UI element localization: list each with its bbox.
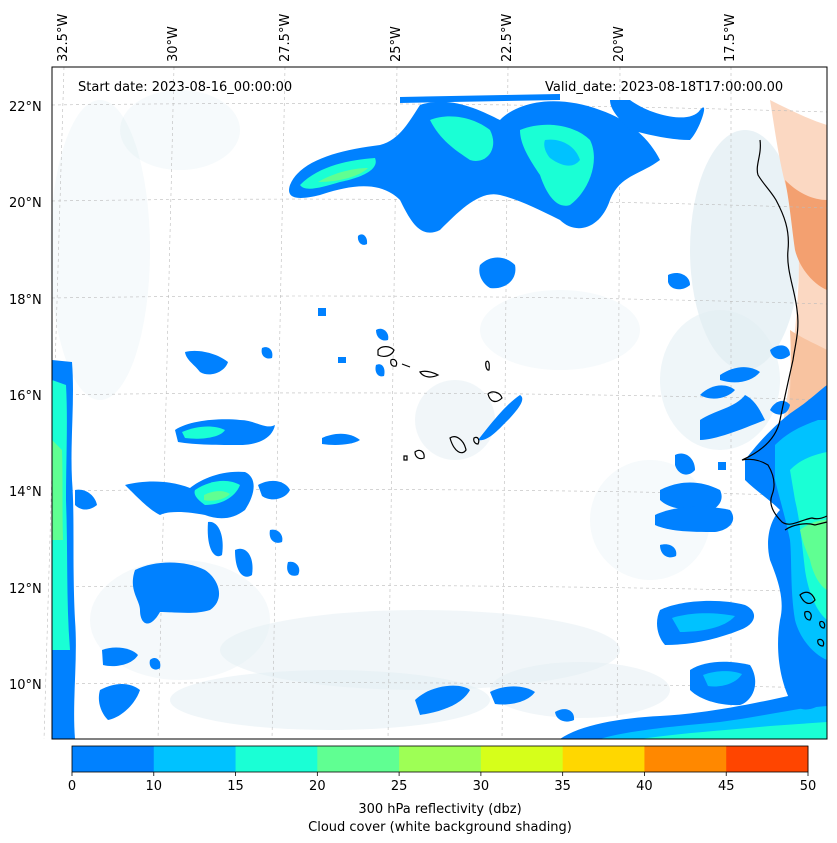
map-frame (51, 66, 828, 740)
colorbar-segment-7 (644, 746, 727, 772)
colorbar-tick-label: 15 (227, 779, 244, 794)
lat-label-14n: 14°N (9, 485, 42, 500)
colorbar-tick-label: 25 (391, 779, 408, 794)
lat-label-22n: 22°N (9, 100, 42, 115)
colorbar-label: 300 hPa reflectivity (dbz) (358, 802, 521, 817)
start-date-annotation: Start date: 2023-08-16_00:00:00 (78, 80, 292, 95)
lon-tick-labels: 32.5°W 30°W 27.5°W 25°W 22.5°W 20°W 17.5… (56, 14, 738, 62)
cloud-cover-shading (50, 90, 800, 730)
lon-label-32-5w: 32.5°W (56, 14, 71, 62)
colorbar-segment-1 (153, 746, 237, 772)
colorbar-tick-label: 30 (473, 779, 490, 794)
cape-verde-islands (377, 346, 503, 461)
lat-label-12n: 12°N (9, 582, 42, 597)
colorbar-segment-6 (562, 746, 645, 772)
lon-label-20w: 20°W (612, 26, 627, 62)
colorbar-frame (71, 745, 809, 773)
colorbar-tick-label: 20 (309, 779, 326, 794)
colorbar-tick-label: 10 (146, 779, 163, 794)
colorbar-segment-3 (317, 746, 400, 772)
lon-label-25w: 25°W (389, 26, 404, 62)
valid-date-annotation: Valid_date: 2023-08-18T17:00:00.00 (545, 80, 783, 95)
colorbar: 0 10 15 20 25 30 35 40 45 50 300 hPa reflectivity… (68, 745, 816, 835)
colorbar-tick-label: 50 (800, 779, 817, 794)
colorbar-sublabel: Cloud cover (white background shading) (308, 820, 572, 835)
colorbar-tick-label: 40 (636, 779, 653, 794)
lat-label-16n: 16°N (9, 389, 42, 404)
colorbar-tick-label: 35 (554, 779, 571, 794)
lat-label-10n: 10°N (9, 678, 42, 693)
reflectivity-contours (52, 94, 827, 739)
colorbar-segments (72, 746, 809, 772)
map-panel (43, 66, 828, 740)
colorbar-segment-2 (235, 746, 318, 772)
coastline (741, 139, 828, 647)
lat-label-20n: 20°N (9, 196, 42, 211)
lon-label-17-5w: 17.5°W (723, 14, 738, 62)
lat-label-18n: 18°N (9, 293, 42, 308)
lon-label-27-5w: 27.5°W (278, 14, 293, 62)
colorbar-segment-5 (480, 746, 564, 772)
lat-tick-labels: 22°N 20°N 18°N 16°N 14°N 12°N 10°N (9, 100, 42, 693)
colorbar-segment-4 (399, 746, 482, 772)
lon-label-30w: 30°W (166, 26, 181, 62)
colorbar-tick-label: 0 (68, 779, 76, 794)
colorbar-tick-label: 45 (718, 779, 735, 794)
colorbar-segment-0 (72, 746, 155, 772)
colorbar-ticks: 0 10 15 20 25 30 35 40 45 50 (68, 772, 816, 794)
colorbar-segment-8 (726, 746, 809, 772)
lon-label-22-5w: 22.5°W (500, 14, 515, 62)
